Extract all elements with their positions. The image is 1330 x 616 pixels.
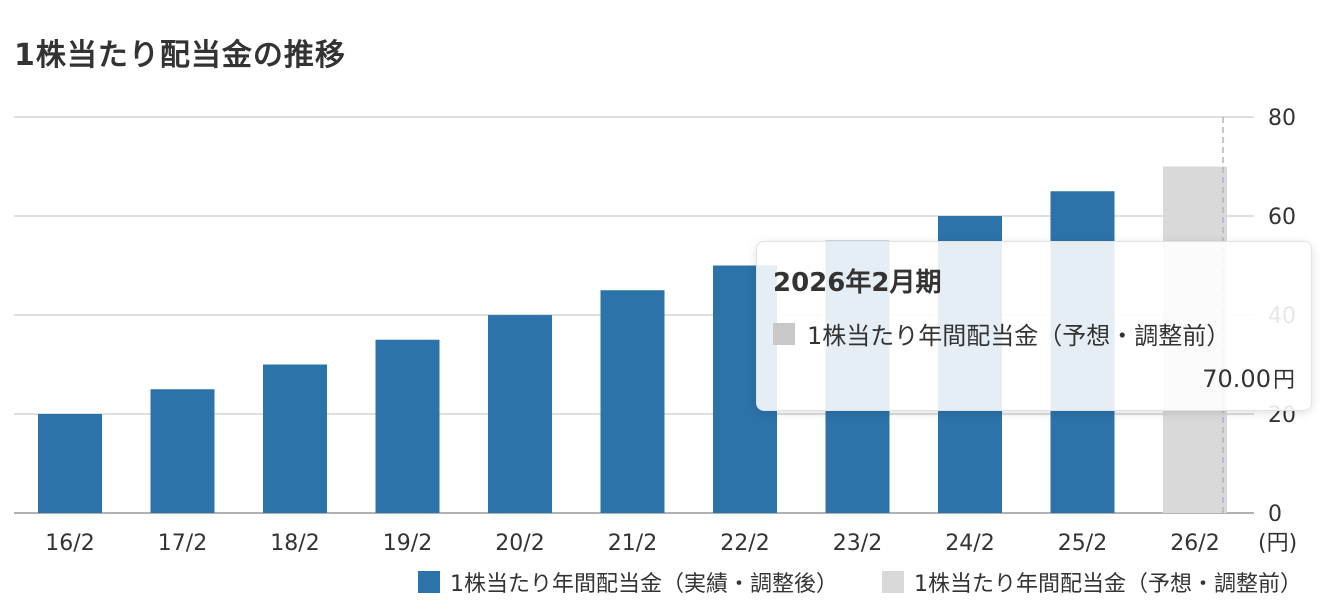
- legend-label-actual: 1株当たり年間配当金（実績・調整後）: [450, 572, 838, 597]
- bar-actual-17-2[interactable]: [150, 389, 215, 513]
- chart-title: 1株当たり配当金の推移: [14, 38, 346, 73]
- y-tick-label: 60: [1268, 205, 1296, 230]
- tooltip-series-label: 1株当たり年間配当金（予想・調整前）: [807, 322, 1231, 350]
- x-tick-label: 17/2: [158, 531, 207, 556]
- x-tick-label: 19/2: [383, 531, 432, 556]
- tooltip-value-row: 70.00円: [1202, 362, 1295, 394]
- bar-actual-18-2[interactable]: [263, 364, 327, 514]
- x-tick-label: 18/2: [270, 531, 319, 556]
- legend-item-forecast[interactable]: 1株当たり年間配当金（予想・調整前）: [882, 566, 1302, 598]
- y-tick-label: 80: [1268, 106, 1296, 131]
- x-tick-label: 26/2: [1170, 531, 1219, 556]
- legend-swatch-actual: [418, 571, 440, 593]
- bar-actual-16-2[interactable]: [38, 414, 102, 513]
- x-tick-label: 25/2: [1058, 531, 1107, 556]
- hover-tooltip: 2026年2月期 1株当たり年間配当金（予想・調整前） 70.00円: [756, 241, 1312, 411]
- x-tick-label: 24/2: [945, 531, 994, 556]
- legend-label-forecast: 1株当たり年間配当金（予想・調整前）: [914, 572, 1302, 597]
- tooltip-unit: 円: [1272, 368, 1295, 393]
- x-tick-label: 21/2: [608, 531, 657, 556]
- y-tick-label: 0: [1268, 502, 1282, 527]
- chart-legend: 1株当たり年間配当金（実績・調整後） 1株当たり年間配当金（予想・調整前）: [374, 566, 1302, 598]
- legend-swatch-forecast: [882, 571, 904, 593]
- legend-item-actual[interactable]: 1株当たり年間配当金（実績・調整後）: [418, 566, 838, 598]
- tooltip-swatch: [773, 322, 795, 345]
- bar-actual-21-2[interactable]: [600, 290, 665, 513]
- x-tick-label: 23/2: [833, 531, 882, 556]
- tooltip-value: 70.00: [1202, 365, 1271, 393]
- tooltip-title: 2026年2月期: [773, 268, 942, 298]
- x-tick-label: 20/2: [495, 531, 544, 556]
- x-tick-label: 22/2: [720, 531, 769, 556]
- y-axis-unit: (円): [1258, 531, 1297, 556]
- x-tick-label: 16/2: [45, 531, 94, 556]
- tooltip-series-row: 1株当たり年間配当金（予想・調整前）: [773, 316, 1230, 351]
- bar-actual-20-2[interactable]: [488, 315, 552, 513]
- x-axis-labels: 16/2 17/2 18/2 19/2 20/2 21/2 22/2 23/2 24/2 25/2…: [45, 531, 1219, 556]
- bar-actual-19-2[interactable]: [375, 339, 440, 513]
